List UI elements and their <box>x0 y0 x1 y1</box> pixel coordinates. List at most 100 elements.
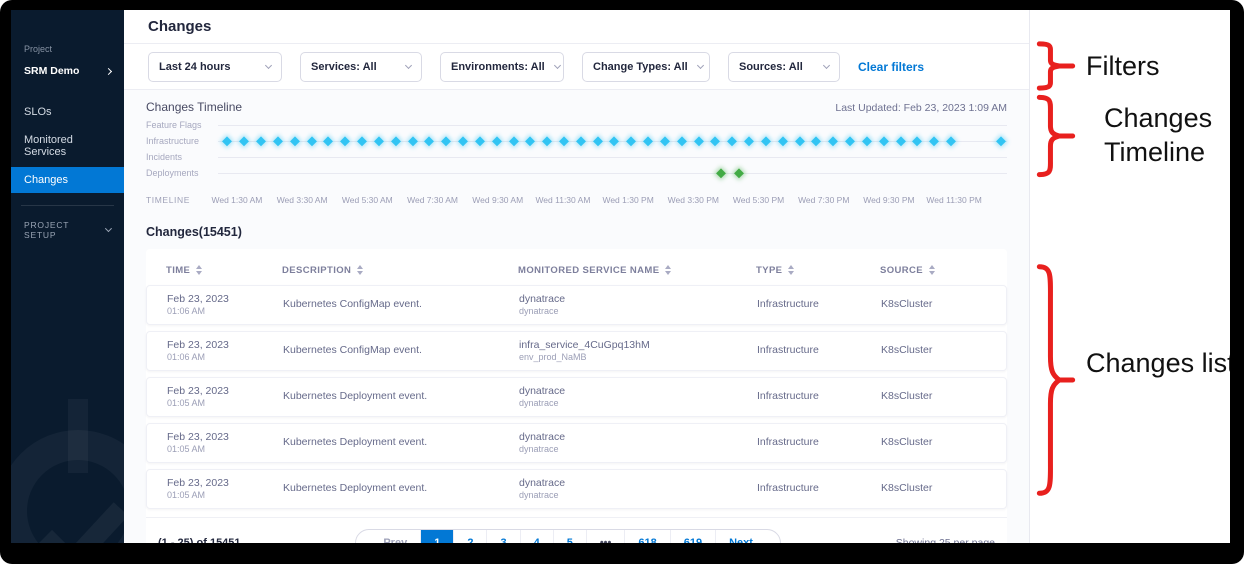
service-name: dynatrace <box>519 384 566 397</box>
page-button-5[interactable]: 5 <box>554 530 587 543</box>
sidebar-item-project-setup[interactable]: PROJECT SETUP <box>11 220 124 240</box>
event-marker-diamond[interactable] <box>734 168 744 178</box>
event-marker-diamond[interactable] <box>996 136 1006 146</box>
event-marker-diamond[interactable] <box>593 136 603 146</box>
page-button-618[interactable]: 618 <box>625 530 671 543</box>
event-marker-diamond[interactable] <box>458 136 468 146</box>
event-marker-diamond[interactable] <box>407 136 418 146</box>
event-marker-diamond[interactable] <box>340 136 350 146</box>
event-marker-diamond[interactable] <box>828 136 838 146</box>
service-env: env_prod_NaMB <box>519 351 587 362</box>
project-selector[interactable]: SRM Demo <box>11 61 124 81</box>
table-row[interactable]: Feb 23, 2023 01:06 AM Kubernetes ConfigMap… <box>146 285 1007 325</box>
sidebar-item-monitored-services[interactable]: Monitored Services <box>24 134 73 158</box>
sort-icon[interactable] <box>357 265 364 275</box>
event-marker-diamond[interactable] <box>424 136 434 146</box>
timeline-tick-label: Wed 11:30 PM <box>926 195 982 205</box>
next-page-button[interactable]: Next → <box>729 537 768 543</box>
event-marker-diamond[interactable] <box>716 168 726 178</box>
table-row[interactable]: Feb 23, 2023 01:06 AM Kubernetes ConfigMap… <box>146 331 1007 371</box>
event-marker-diamond[interactable] <box>862 136 872 146</box>
event-marker-diamond[interactable] <box>761 136 771 146</box>
sort-icon[interactable] <box>929 265 936 275</box>
filter-dropdown-services[interactable]: Services: All <box>300 51 422 82</box>
sidebar-item-changes[interactable]: Changes <box>11 167 124 193</box>
event-marker-diamond[interactable] <box>778 136 788 146</box>
time-value: Feb 23, 2023 <box>167 292 229 305</box>
table-row[interactable]: Feb 23, 2023 01:05 AM Kubernetes Deploymen… <box>146 377 1007 417</box>
filter-dropdown-environments[interactable]: Environments: All <box>440 51 564 82</box>
timeline-row-label: Feature Flags <box>146 120 202 130</box>
event-marker-diamond[interactable] <box>239 136 249 146</box>
event-marker-diamond[interactable] <box>727 136 737 146</box>
event-marker-diamond[interactable] <box>542 136 552 146</box>
event-marker-diamond[interactable] <box>879 136 889 146</box>
event-marker-diamond[interactable] <box>357 136 367 146</box>
changes-timeline-brace <box>1036 94 1076 178</box>
cell-monitored-service: dynatrace dynatrace <box>519 293 757 318</box>
sort-icon[interactable] <box>788 265 795 275</box>
column-header-time: TIME <box>166 265 282 276</box>
event-marker-diamond[interactable] <box>374 136 384 146</box>
event-marker-diamond[interactable] <box>660 136 670 146</box>
event-marker-diamond[interactable] <box>290 136 300 146</box>
srm-watermark-logo <box>11 399 124 543</box>
event-marker-diamond[interactable] <box>525 136 535 146</box>
event-marker-diamond[interactable] <box>508 136 519 146</box>
event-marker-diamond[interactable] <box>845 136 855 146</box>
event-marker-diamond[interactable] <box>391 136 401 146</box>
chevron-down-icon <box>264 61 273 69</box>
event-marker-diamond[interactable] <box>693 136 704 146</box>
sort-icon[interactable] <box>665 265 672 275</box>
sort-icon[interactable] <box>196 265 203 275</box>
event-marker-diamond[interactable] <box>794 136 805 146</box>
event-marker-diamond[interactable] <box>677 136 687 146</box>
event-marker-diamond[interactable] <box>559 136 569 146</box>
event-marker-diamond[interactable] <box>441 136 451 146</box>
page-button-4[interactable]: 4 <box>521 530 554 543</box>
event-marker-diamond[interactable] <box>222 136 233 146</box>
filter-bar: Last 24 hours Services: All Environments: … <box>124 44 1029 90</box>
event-marker-diamond[interactable] <box>643 136 653 146</box>
service-env: dynatrace <box>519 489 559 500</box>
page-button-3[interactable]: 3 <box>487 530 521 543</box>
sidebar-item-slos[interactable]: SLOs <box>24 106 52 118</box>
filter-dropdown-last-24-hours[interactable]: Last 24 hours <box>148 51 282 82</box>
cell-description: Kubernetes Deployment event. <box>283 482 428 495</box>
page-button-1[interactable]: 1 <box>421 530 455 543</box>
event-marker-diamond[interactable] <box>475 136 485 146</box>
page-button-619[interactable]: 619 <box>671 530 717 543</box>
time-sub-value: 01:06 AM <box>167 305 206 316</box>
event-marker-diamond[interactable] <box>929 136 939 146</box>
filter-dropdown-sources[interactable]: Sources: All <box>728 51 840 82</box>
event-marker-diamond[interactable] <box>273 136 283 146</box>
timeline-axis-label: TIMELINE <box>146 195 191 205</box>
pagination: ← Prev 1 2 3 4 5 ••• 618 619 Next → <box>355 529 782 543</box>
event-marker-diamond[interactable] <box>895 136 906 146</box>
timeline-tick-label: Wed 3:30 PM <box>667 195 719 205</box>
prev-page-button[interactable]: ← Prev <box>356 530 422 543</box>
project-section-label: Project <box>24 44 53 54</box>
event-marker-diamond[interactable] <box>323 136 334 146</box>
event-marker-diamond[interactable] <box>306 136 317 146</box>
clear-filters-button[interactable]: Clear filters <box>858 59 925 74</box>
event-marker-diamond[interactable] <box>492 136 502 146</box>
filter-dropdown-change-types[interactable]: Change Types: All <box>582 51 710 82</box>
time-value: Feb 23, 2023 <box>167 384 229 397</box>
cell-description: Kubernetes Deployment event. <box>283 436 428 449</box>
event-marker-diamond[interactable] <box>256 136 266 146</box>
timeline-tick-label: Wed 5:30 AM <box>341 195 393 205</box>
event-marker-diamond[interactable] <box>912 136 922 146</box>
table-row[interactable]: Feb 23, 2023 01:05 AM Kubernetes Deploymen… <box>146 423 1007 463</box>
column-header-description: DESCRIPTION <box>282 265 518 276</box>
event-marker-diamond[interactable] <box>946 136 956 146</box>
table-row[interactable]: Feb 23, 2023 01:05 AM Kubernetes Deploymen… <box>146 469 1007 509</box>
event-marker-diamond[interactable] <box>744 136 754 146</box>
event-marker-diamond[interactable] <box>710 136 721 146</box>
event-marker-diamond[interactable] <box>626 136 636 146</box>
sort-up-arrow <box>196 265 203 269</box>
page-button-2[interactable]: 2 <box>454 530 488 543</box>
event-marker-diamond[interactable] <box>811 136 821 146</box>
event-marker-diamond[interactable] <box>609 136 620 146</box>
event-marker-diamond[interactable] <box>576 136 586 146</box>
